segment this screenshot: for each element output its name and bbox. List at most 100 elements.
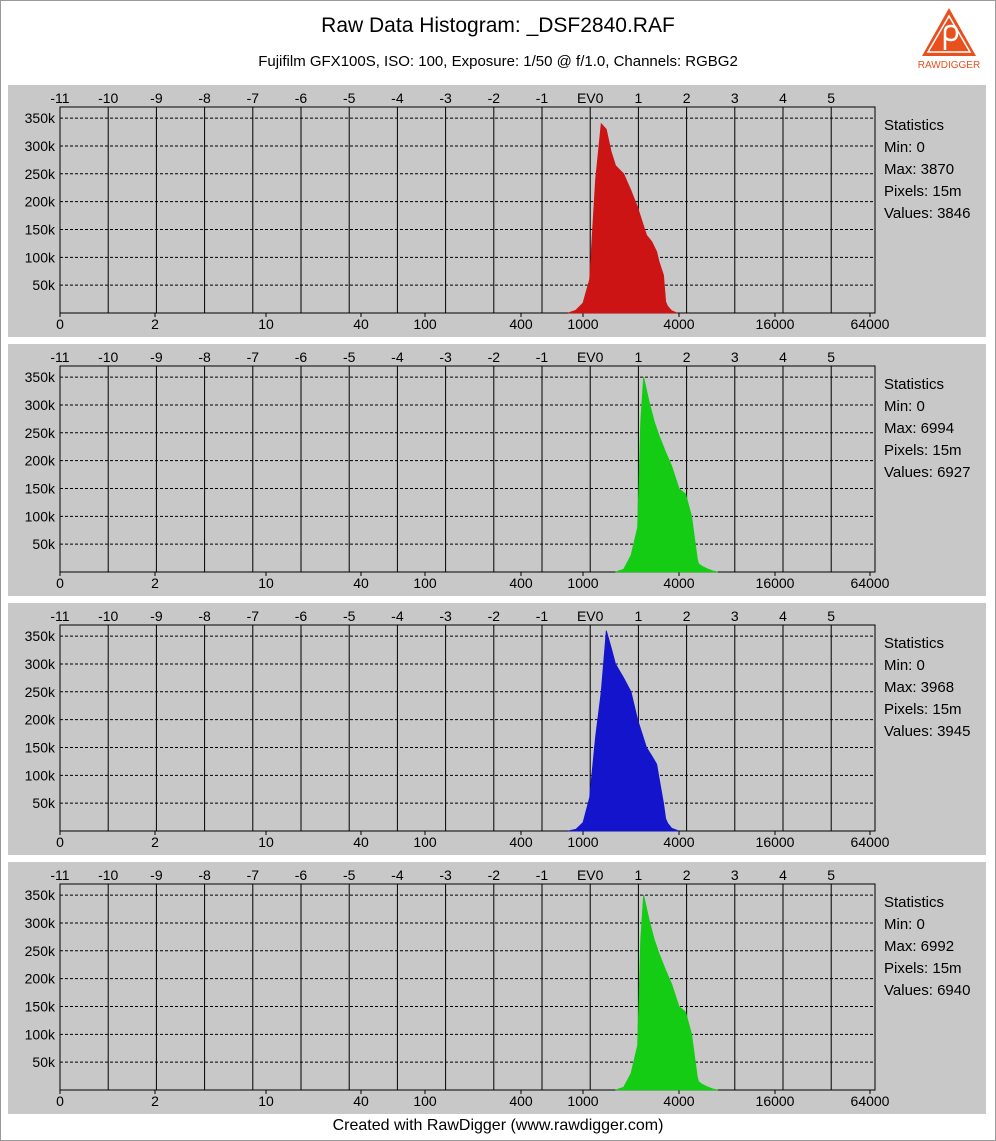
- x-tick-label: 64000: [851, 316, 890, 332]
- ev-tick-label: -9: [150, 349, 163, 365]
- x-tick-label: 400: [509, 575, 533, 591]
- histogram-area-r: [567, 122, 678, 314]
- ev-tick-label: -4: [391, 867, 404, 883]
- ev-tick-label: 2: [683, 90, 691, 106]
- statistics-min: Min: 0: [884, 657, 925, 674]
- ev-tick-label: -10: [98, 349, 118, 365]
- y-tick-label: 300k: [25, 397, 56, 413]
- ev-tick-label: -9: [150, 867, 163, 883]
- plot-area: [59, 883, 876, 1091]
- ev-tick-label: -1: [536, 608, 549, 624]
- x-tick-label: 1000: [567, 316, 598, 332]
- ev-tick-label: -9: [150, 90, 163, 106]
- logo-glyph: [943, 24, 959, 50]
- x-tick-label: 2: [151, 1093, 159, 1109]
- ev-tick-label: 5: [827, 349, 835, 365]
- ev-tick-label: 2: [683, 349, 691, 365]
- x-tick-label: 10: [258, 316, 274, 332]
- y-tick-label: 200k: [25, 712, 56, 728]
- statistics-heading: Statistics: [884, 376, 945, 393]
- ev-tick-label: -4: [391, 608, 404, 624]
- y-tick-label: 150k: [25, 998, 56, 1014]
- histogram-panel-r: 50k 100k 150k 200k 250k 300k 350k -11 -10 -9 -8 -7-…: [8, 85, 986, 337]
- x-tick-label: 400: [509, 834, 533, 850]
- x-tick-label: 16000: [756, 834, 795, 850]
- ev-tick-label: 1: [635, 867, 643, 883]
- ev-tick-label: -5: [343, 90, 356, 106]
- y-tick-label: 50k: [32, 536, 56, 552]
- statistics-max: Max: 3968: [884, 679, 955, 696]
- x-tick-label: 4000: [663, 834, 694, 850]
- statistics-pixels: Pixels: 15m: [884, 442, 962, 459]
- statistics-pixels: Pixels: 15m: [884, 960, 962, 977]
- ev-tick-label: -3: [439, 608, 452, 624]
- y-tick-label: 200k: [25, 194, 56, 210]
- x-tick-label: 1000: [567, 1093, 598, 1109]
- ev-tick-label: EV0: [577, 349, 604, 365]
- histogram-area-b: [567, 630, 680, 832]
- ev-tick-label: -2: [488, 90, 501, 106]
- y-tick-label: 250k: [25, 943, 56, 959]
- histogram-area-g: [615, 377, 718, 573]
- ev-tick-label: -7: [247, 90, 260, 106]
- statistics-min: Min: 0: [884, 398, 925, 415]
- statistics-heading: Statistics: [884, 635, 945, 652]
- y-tick-label: 150k: [25, 480, 56, 496]
- x-tick-label: 40: [353, 575, 369, 591]
- ev-tick-label: -7: [247, 349, 260, 365]
- x-tick-label: 400: [509, 316, 533, 332]
- ev-tick-label: -8: [198, 90, 211, 106]
- x-tick-label: 1000: [567, 834, 598, 850]
- ev-tick-label: -6: [295, 867, 308, 883]
- plot-area: [59, 365, 876, 573]
- ev-tick-label: -1: [536, 349, 549, 365]
- rawdigger-logo-icon: RAWDIGGER: [918, 8, 980, 71]
- ev-tick-label: -11: [50, 90, 69, 106]
- ev-tick-label: -8: [198, 867, 211, 883]
- plot-area: [59, 106, 876, 314]
- ev-tick-label: EV0: [577, 867, 604, 883]
- y-tick-label: 50k: [32, 277, 56, 293]
- ev-tick-label: 1: [635, 608, 643, 624]
- logo-triangle: [922, 8, 976, 56]
- ev-tick-label: 4: [779, 349, 787, 365]
- ev-tick-label: EV0: [577, 90, 604, 106]
- y-tick-label: 100k: [25, 508, 56, 524]
- ev-tick-label: -7: [247, 867, 260, 883]
- statistics-heading: Statistics: [884, 117, 945, 134]
- x-tick-label: 0: [56, 1093, 64, 1109]
- x-tick-label: 40: [353, 1093, 369, 1109]
- logo-text: RAWDIGGER: [918, 60, 980, 71]
- statistics-values: Values: 6940: [884, 982, 971, 999]
- ev-tick-label: -1: [536, 90, 549, 106]
- x-tick-label: 0: [56, 834, 64, 850]
- ev-tick-label: 5: [827, 867, 835, 883]
- x-tick-label: 100: [413, 834, 437, 850]
- page-title: Raw Data Histogram: _DSF2840.RAF: [321, 14, 675, 37]
- y-tick-label: 250k: [25, 684, 56, 700]
- ev-tick-label: -3: [439, 349, 452, 365]
- ev-tick-label: 1: [635, 90, 643, 106]
- x-tick-label: 40: [353, 834, 369, 850]
- statistics-pixels: Pixels: 15m: [884, 701, 962, 718]
- footer-credit: Created with RawDigger (www.rawdigger.co…: [332, 1117, 664, 1134]
- ev-tick-label: -11: [50, 608, 69, 624]
- y-tick-label: 150k: [25, 739, 56, 755]
- statistics-max: Max: 6994: [884, 420, 955, 437]
- x-tick-label: 100: [413, 316, 437, 332]
- x-tick-label: 10: [258, 1093, 274, 1109]
- y-tick-label: 100k: [25, 767, 56, 783]
- ev-tick-label: -9: [150, 608, 163, 624]
- x-tick-label: 64000: [851, 1093, 890, 1109]
- x-tick-label: 0: [56, 575, 64, 591]
- x-tick-label: 64000: [851, 575, 890, 591]
- histogram-panel-g: 50k 100k 150k 200k 250k 300k 350k -11 -10 -9 -8 -7-…: [8, 344, 986, 596]
- ev-tick-label: 2: [683, 867, 691, 883]
- ev-tick-label: -3: [439, 90, 452, 106]
- x-tick-label: 400: [509, 1093, 533, 1109]
- y-tick-label: 200k: [25, 453, 56, 469]
- ev-tick-label: -5: [343, 867, 356, 883]
- ev-tick-label: 1: [635, 349, 643, 365]
